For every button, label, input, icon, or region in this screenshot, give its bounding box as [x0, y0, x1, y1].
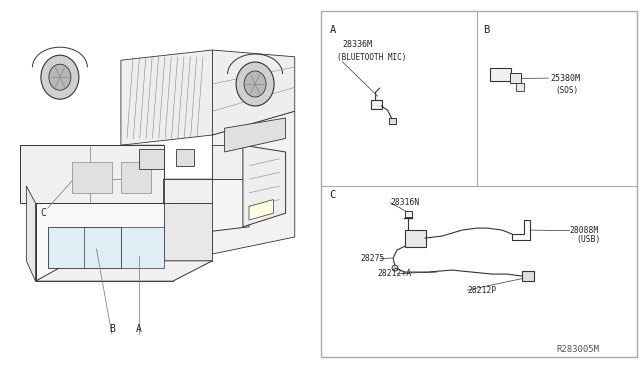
Polygon shape — [35, 203, 173, 281]
Text: R283005M: R283005M — [557, 345, 600, 354]
Ellipse shape — [41, 55, 79, 99]
Circle shape — [392, 265, 398, 271]
Ellipse shape — [244, 71, 266, 97]
Bar — [321, 11, 637, 357]
Polygon shape — [140, 148, 164, 169]
Text: 28212+A: 28212+A — [378, 269, 412, 278]
Text: B: B — [483, 25, 490, 35]
Text: A: A — [136, 324, 142, 334]
Polygon shape — [249, 200, 273, 220]
Polygon shape — [121, 227, 164, 267]
FancyBboxPatch shape — [404, 230, 426, 247]
Polygon shape — [35, 261, 212, 281]
Polygon shape — [26, 186, 35, 281]
Text: (SOS): (SOS) — [556, 86, 579, 94]
Polygon shape — [212, 50, 295, 135]
Polygon shape — [164, 179, 249, 237]
FancyBboxPatch shape — [509, 73, 520, 83]
Polygon shape — [225, 118, 285, 152]
Polygon shape — [121, 50, 212, 145]
Text: 28316N: 28316N — [390, 198, 420, 207]
FancyBboxPatch shape — [490, 68, 511, 81]
Polygon shape — [48, 227, 121, 267]
FancyBboxPatch shape — [516, 83, 524, 91]
Text: 28212P: 28212P — [467, 286, 497, 295]
Text: A: A — [330, 25, 336, 35]
Text: B: B — [109, 324, 115, 334]
Polygon shape — [176, 148, 194, 166]
Text: 25380M: 25380M — [550, 74, 580, 83]
Text: 28088M: 28088M — [570, 226, 599, 235]
Polygon shape — [121, 145, 164, 210]
FancyBboxPatch shape — [371, 100, 382, 109]
Polygon shape — [20, 145, 164, 203]
Text: C: C — [330, 190, 336, 200]
Polygon shape — [72, 162, 112, 193]
FancyBboxPatch shape — [522, 271, 534, 281]
Ellipse shape — [236, 62, 274, 106]
Polygon shape — [164, 203, 212, 261]
Polygon shape — [20, 33, 295, 315]
FancyBboxPatch shape — [405, 211, 412, 217]
Text: C: C — [41, 208, 47, 218]
Text: (BLUETOOTH MIC): (BLUETOOTH MIC) — [337, 53, 406, 62]
Text: (USB): (USB) — [576, 235, 600, 244]
Text: 28275: 28275 — [360, 254, 385, 263]
Polygon shape — [164, 145, 249, 203]
Text: 28336M: 28336M — [342, 40, 372, 49]
Polygon shape — [212, 111, 295, 254]
Polygon shape — [243, 145, 285, 227]
FancyBboxPatch shape — [389, 118, 396, 125]
Ellipse shape — [49, 64, 71, 90]
Polygon shape — [121, 162, 152, 193]
